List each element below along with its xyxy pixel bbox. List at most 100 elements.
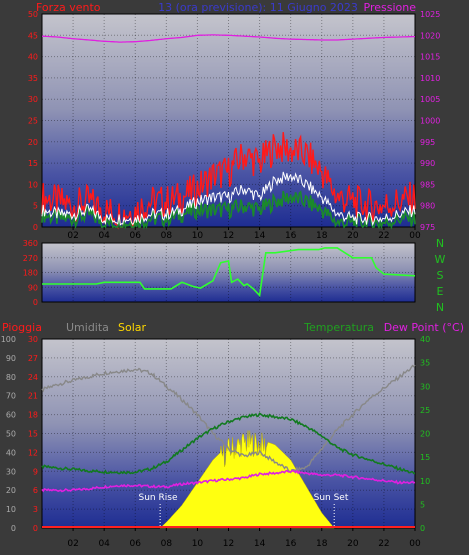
pressure-line <box>42 34 415 43</box>
compass-s: S <box>437 269 444 282</box>
y-tick-label: 30 <box>28 95 38 104</box>
x-tick-label: 00 <box>409 231 421 241</box>
compass-w: W <box>435 253 446 266</box>
y-tick-label: 0 <box>33 298 38 307</box>
temperature-line <box>41 412 416 475</box>
y-tick-label: 1015 <box>420 53 440 62</box>
y-tick-label: 40 <box>6 448 16 457</box>
x-tick-label: 14 <box>254 231 266 241</box>
y-tick-label: 5 <box>420 500 425 509</box>
y-tick-label: 40 <box>420 335 430 344</box>
y-tick-label: 0 <box>11 524 16 533</box>
y-tick-label: 10 <box>28 180 38 189</box>
x-tick-label: 16 <box>285 539 297 549</box>
y-tick-label: 60 <box>6 411 16 420</box>
y-tick-label: 30 <box>6 467 16 476</box>
y-tick-label: 975 <box>420 223 435 232</box>
compass-n-bottom: N <box>436 301 444 314</box>
y-tick-label: 45 <box>28 31 38 40</box>
y-tick-label: 10 <box>420 477 430 486</box>
y-tick-label: 15 <box>420 453 430 462</box>
x-tick-label: 22 <box>378 231 389 241</box>
y-tick-label: 27 <box>28 354 38 363</box>
y-tick-label: 100 <box>1 335 16 344</box>
direction-grid <box>42 242 415 303</box>
x-tick-label: 00 <box>409 539 421 549</box>
x-tick-label: 12 <box>223 539 234 549</box>
pressure-axis-right: 975 980 985 990 995 1000 1005 1010 1015 1020 1025 <box>420 10 440 232</box>
y-tick-label: 25 <box>420 406 430 415</box>
y-tick-label: 20 <box>28 138 38 147</box>
y-tick-label: 21 <box>28 392 38 401</box>
y-tick-label: 10 <box>6 505 16 514</box>
y-tick-label: 80 <box>6 373 16 382</box>
y-tick-label: 15 <box>28 159 38 168</box>
y-tick-label: 24 <box>28 373 38 382</box>
sunrise-label: Sun Rise <box>139 493 178 503</box>
y-tick-label: 20 <box>6 486 16 495</box>
direction-panel <box>41 242 416 303</box>
pressure-label: Pressione <box>364 1 417 14</box>
x-tick-label: 02 <box>67 231 78 241</box>
x-tick-label: 04 <box>98 231 110 241</box>
x-tick-label: 14 <box>254 539 266 549</box>
x-tick-label: 02 <box>67 539 78 549</box>
y-tick-label: 985 <box>420 180 435 189</box>
y-tick-label: 990 <box>420 159 435 168</box>
wind-label: Forza vento <box>36 1 101 14</box>
y-tick-label: 90 <box>6 354 16 363</box>
x-tick-label: 22 <box>378 539 389 549</box>
y-tick-label: 18 <box>28 411 38 420</box>
weather-series <box>41 364 416 529</box>
compass-labels: N W S E N <box>435 237 446 314</box>
x-tick-label: 08 <box>161 539 173 549</box>
x-tick-label: 12 <box>223 231 234 241</box>
y-tick-label: 1020 <box>420 31 440 40</box>
x-tick-label: 20 <box>347 539 359 549</box>
y-tick-label: 15 <box>28 430 38 439</box>
y-tick-label: 0 <box>33 223 38 232</box>
y-tick-label: 995 <box>420 138 435 147</box>
wind-direction-line <box>42 247 416 298</box>
weather-x-axis: 02 04 06 08 10 12 14 16 18 20 22 00 <box>67 528 421 549</box>
y-tick-label: 50 <box>6 430 16 439</box>
y-tick-label: 50 <box>28 10 38 19</box>
wind-series <box>41 34 416 230</box>
x-tick-label: 08 <box>161 231 173 241</box>
direction-series <box>42 247 416 298</box>
wind-speed-line <box>41 132 416 230</box>
sunset-label: Sun Set <box>314 493 349 503</box>
y-tick-label: 3 <box>33 505 38 514</box>
wind-panel <box>41 13 416 228</box>
temperature-label: Temperatura <box>303 321 374 334</box>
y-tick-label: 70 <box>6 392 16 401</box>
x-tick-label: 18 <box>316 231 328 241</box>
y-tick-label: 25 <box>28 117 38 126</box>
x-tick-label: 06 <box>130 539 142 549</box>
humidity-line <box>41 364 416 474</box>
y-tick-label: 90 <box>28 283 38 292</box>
temperature-axis-right: 0 5 10 15 20 25 30 35 40 <box>420 335 430 533</box>
wind-gust-line <box>41 171 416 227</box>
y-tick-label: 1000 <box>420 117 440 126</box>
y-tick-label: 1025 <box>420 10 440 19</box>
y-tick-label: 270 <box>23 254 38 263</box>
y-tick-label: 30 <box>28 335 38 344</box>
y-tick-label: 35 <box>420 359 430 368</box>
solar-label: Solar <box>118 321 147 334</box>
y-tick-label: 5 <box>33 202 38 211</box>
y-tick-label: 20 <box>420 430 430 439</box>
direction-axis-left: 0 90 180 270 360 <box>23 239 38 307</box>
y-tick-label: 35 <box>28 74 38 83</box>
y-tick-label: 0 <box>420 524 425 533</box>
wind-x-axis: 02 04 06 08 10 12 14 16 18 20 22 00 <box>67 227 421 241</box>
dewpoint-label: Dew Point (°C) <box>384 321 464 334</box>
humidity-label: Umidita <box>66 321 109 334</box>
humidity-axis: 0 10 20 30 40 50 60 70 80 90 100 <box>1 335 16 533</box>
y-tick-label: 9 <box>33 467 38 476</box>
y-tick-label: 980 <box>420 202 435 211</box>
wind-average-line <box>41 190 416 230</box>
wind-axis-left: 0 5 10 15 20 25 30 35 40 45 50 <box>28 10 38 232</box>
sun-annotations: Sun Rise Sun Set <box>139 493 349 528</box>
compass-e: E <box>437 285 444 298</box>
